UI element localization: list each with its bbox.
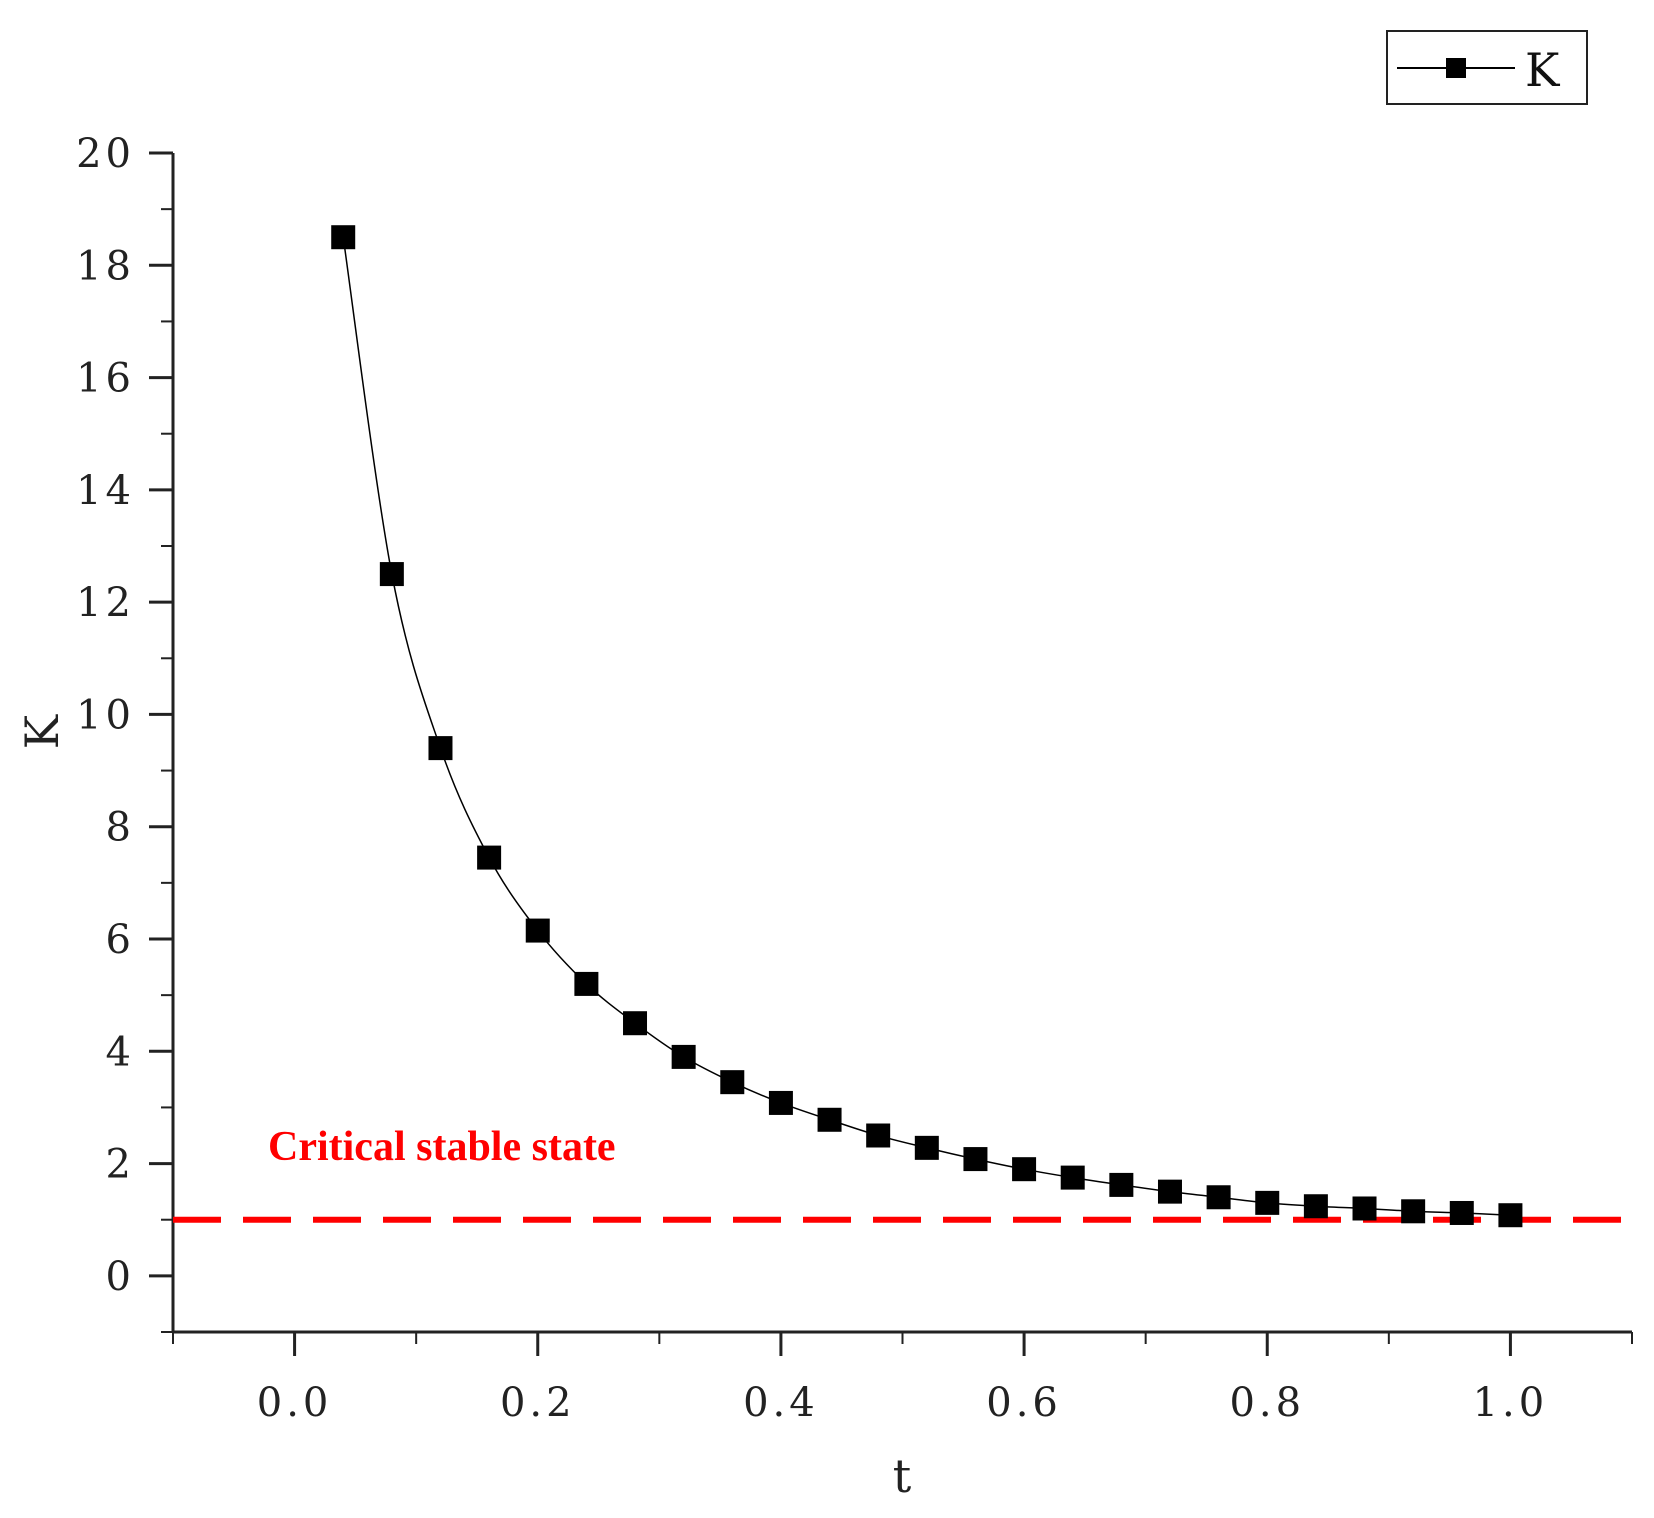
data-point xyxy=(428,736,453,761)
legend: K xyxy=(1386,30,1588,105)
x-tick-label: 0.8 xyxy=(1229,1380,1305,1426)
data-point xyxy=(866,1123,891,1148)
y-tick-label: 2 xyxy=(106,1142,135,1188)
data-point xyxy=(963,1147,988,1172)
data-point xyxy=(477,845,502,870)
axes: 0 2 4 6 8 10 12 14 16 18 20 0.0 0.2 0.4 0.6 0.8 1.0 xyxy=(76,131,1633,1426)
reference-line-label: Critical stable state xyxy=(268,1124,616,1170)
data-point xyxy=(1498,1203,1523,1228)
data-point xyxy=(720,1070,745,1095)
y-axis-title: K xyxy=(15,713,69,749)
y-tick-label: 6 xyxy=(106,917,135,963)
x-axis-title: t xyxy=(893,1449,912,1503)
y-tick-label: 14 xyxy=(76,468,135,514)
x-tick-label: 0.6 xyxy=(986,1380,1062,1426)
y-tick-label: 20 xyxy=(76,131,135,177)
data-point xyxy=(331,225,356,250)
x-tick-label: 0.0 xyxy=(257,1380,333,1426)
data-point xyxy=(1401,1199,1426,1224)
data-point xyxy=(1352,1196,1377,1221)
data-point xyxy=(1109,1172,1134,1197)
data-point xyxy=(525,918,550,943)
legend-marker xyxy=(1446,58,1466,78)
y-tick-label: 12 xyxy=(76,580,135,626)
data-point xyxy=(1303,1194,1328,1219)
legend-label: K xyxy=(1525,43,1561,97)
data-point xyxy=(623,1011,648,1036)
series-layer xyxy=(331,225,1523,1228)
data-point xyxy=(768,1090,793,1115)
x-tick-label: 0.4 xyxy=(743,1380,819,1426)
y-tick-label: 18 xyxy=(76,243,135,289)
y-tick-label: 16 xyxy=(76,356,135,402)
series-line xyxy=(342,237,1511,1216)
data-point xyxy=(1449,1200,1474,1225)
y-tick-label: 8 xyxy=(106,805,135,851)
x-tick-label: 1.0 xyxy=(1473,1380,1549,1426)
data-point xyxy=(1157,1179,1182,1204)
data-point xyxy=(1060,1165,1085,1190)
y-tick-label: 10 xyxy=(76,692,135,738)
y-tick-label: 4 xyxy=(106,1029,135,1075)
x-tick-label: 0.2 xyxy=(500,1380,576,1426)
data-point xyxy=(1012,1157,1037,1182)
data-point xyxy=(1206,1185,1231,1210)
data-point xyxy=(1255,1190,1280,1215)
data-point xyxy=(574,971,599,996)
data-point xyxy=(379,562,404,587)
data-point xyxy=(817,1107,842,1132)
y-tick-label: 0 xyxy=(106,1254,135,1300)
data-point xyxy=(914,1135,939,1160)
data-point xyxy=(671,1044,696,1069)
